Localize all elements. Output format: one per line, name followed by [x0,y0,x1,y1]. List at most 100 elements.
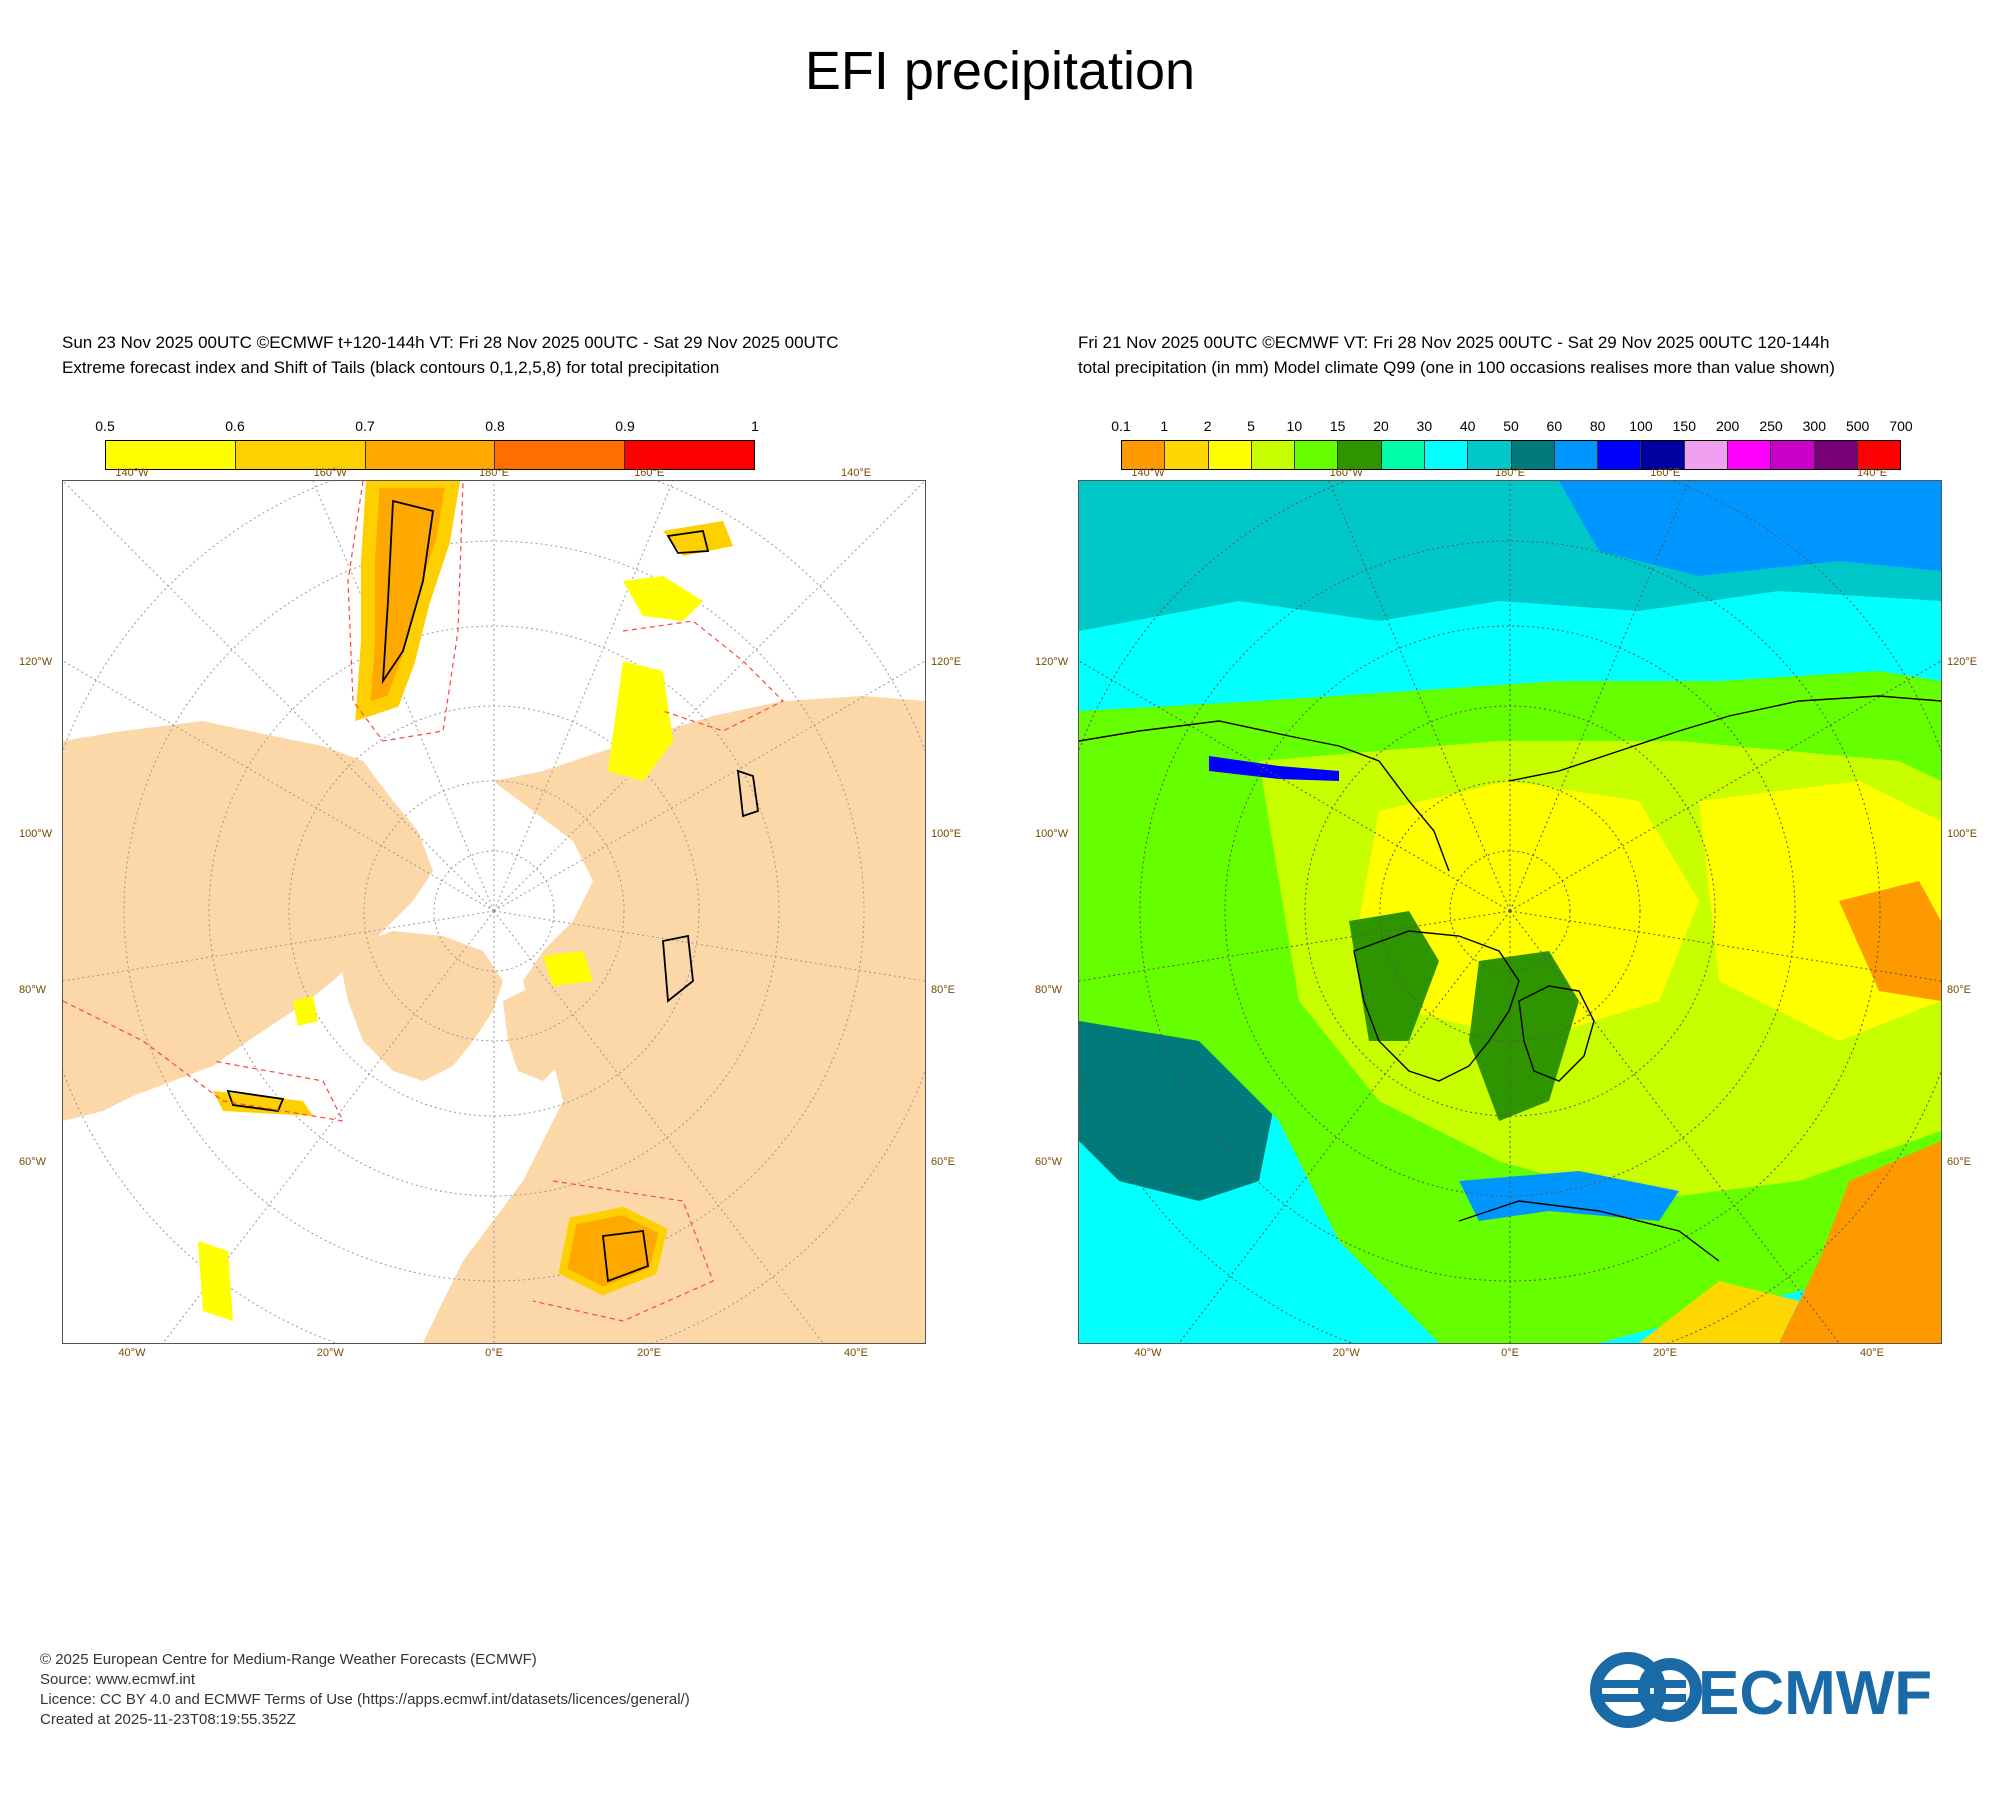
precip-sahara [1639,1281,1799,1343]
lon-label: 160°E [1650,467,1681,479]
climate-legend-swatch [1165,441,1209,469]
lon-label: 80°E [1947,983,1971,996]
lon-label: 20°E [637,1347,662,1359]
climate-legend-swatch [1468,441,1512,469]
precip-arctic-yellow [1359,781,1699,1041]
climate-legend-label: 300 [1802,418,1827,434]
land-north-america [63,721,433,1121]
climate-panel: Fri 21 Nov 2025 00UTC ©ECMWF VT: Fri 28 … [1035,330,1978,1390]
climate-legend-swatch [1338,441,1382,469]
efi-legend-label: 1 [751,418,759,434]
lon-label: 140°E [840,467,872,479]
climate-legend-label: 10 [1286,418,1303,434]
coastline [1518,985,1595,1082]
climate-legend-label: 0.1 [1111,418,1131,434]
lon-label: 40°W [118,1347,146,1359]
ecmwf-logo-icon: ECMWF [1590,1652,1932,1728]
efi-legend-swatch [365,441,496,469]
climate-legend-swatch [1424,441,1469,469]
climate-legend-swatch [1598,441,1642,469]
efi-header-line1: Sun 23 Nov 2025 00UTC ©ECMWF t+120-144h … [62,333,839,352]
climate-legend-label: 700 [1889,418,1913,434]
coastline [1508,695,1941,782]
climate-legend-swatch [1641,441,1685,469]
efi-signal-siberia [608,661,673,781]
climate-legend-label: 30 [1416,418,1433,434]
efi-contour-03 [532,1180,714,1322]
efi-legend-label: 0.9 [615,418,635,434]
climate-legend-swatch [1251,441,1296,469]
efi-legend-swatch [495,441,626,469]
climate-legend-label: 150 [1672,418,1697,434]
lon-label: 100°W [1035,828,1069,841]
climate-legend-swatch [1857,441,1901,469]
climate-legend-label: 50 [1503,418,1519,434]
climate-map-canvas [1079,481,1941,1343]
lon-label: 140°W [115,467,149,479]
footer-licence: Licence: CC BY 4.0 and ECMWF Terms of Us… [40,1691,690,1708]
efi-signal-north-sea [543,951,593,986]
climate-legend-label: 60 [1546,418,1563,434]
sot-contour [662,934,694,1003]
efi-legend-swatch [235,441,366,469]
climate-map[interactable]: 140°W 160°W 180°E 160°E 140°E 40°W 20°W … [1035,467,1977,1359]
lon-label: 60°E [1947,1155,1971,1168]
climate-legend-label: 1 [1160,418,1169,434]
efi-legend-labels: 0.5 0.6 0.7 0.8 0.9 1 [95,418,759,440]
precip-asia-orange [1839,881,1941,1001]
land-eurasia [423,696,925,1343]
land-scandinavia [503,986,578,1081]
coastline [1079,720,1450,872]
efi-legend-label: 0.8 [485,418,505,434]
lon-label: 100°W [19,828,53,841]
precip-greenland-dark [1349,911,1439,1041]
climate-legend-labels: 0.1 1 2 5 10 15 20 30 40 50 60 80 100 150 200 250 300 500… [1111,418,1912,440]
lon-label: 140°E [1856,467,1888,479]
efi-legend-label: 0.5 [95,418,115,434]
efi-signal-bering [623,576,703,621]
lon-label: 180°E [1494,467,1526,479]
efi-signal-east [663,521,733,556]
efi-panel: Sun 23 Nov 2025 00UTC ©ECMWF t+120-144h … [19,330,962,1390]
lon-label: 20°E [1653,1347,1678,1359]
lon-label: 80°E [931,983,955,996]
coastline [1353,930,1520,1082]
land-greenland [338,931,503,1081]
lon-label: 180°E [478,467,510,479]
sot-contour [666,529,710,554]
efi-map[interactable]: 140°W 160°W 180°E 160°E 140°E 40°W 20°W … [19,467,961,1359]
lon-label: 100°E [931,828,962,841]
climate-legend-label: 100 [1629,418,1653,434]
footer-created: Created at 2025-11-23T08:19:55.352Z [40,1711,296,1728]
climate-legend-label: 500 [1845,418,1870,434]
efi-signal-labrador [293,996,318,1026]
precip-pacific-band [1559,481,1941,576]
lon-label: 80°W [19,983,47,996]
lon-label: 40°W [1134,1347,1162,1359]
svg-text:ECMWF: ECMWF [1698,1659,1932,1728]
lon-label: 100°E [1947,828,1978,841]
footer: © 2025 European Centre for Medium-Range … [40,1650,690,1730]
climate-legend-swatch [1208,441,1252,469]
lon-label: 60°W [19,1155,47,1168]
lon-label: 60°W [1035,1155,1063,1168]
efi-signal-southwest [198,1241,233,1321]
lon-label: 120°E [931,656,962,669]
climate-legend-swatch [1511,441,1555,469]
climate-legend-label: 40 [1459,418,1476,434]
lon-label: 80°W [1035,983,1063,996]
efi-map-canvas [63,481,925,1343]
precip-southeast-orange [1779,1141,1941,1343]
climate-legend-swatch [1771,441,1815,469]
lon-label: 160°W [1329,467,1363,479]
efi-header-line2: Extreme forecast index and Shift of Tail… [62,358,720,377]
climate-header-line1: Fri 21 Nov 2025 00UTC ©ECMWF VT: Fri 28 … [1078,333,1830,352]
climate-legend-label: 200 [1715,418,1740,434]
climate-legend-swatch [1814,441,1858,469]
efi-contour-03 [622,620,785,732]
lon-label: 140°W [1131,467,1165,479]
efi-legend-swatch [625,441,754,469]
sot-contour [602,1229,649,1283]
efi-contour-03 [63,1000,345,1122]
climate-legend-swatch [1122,441,1166,469]
